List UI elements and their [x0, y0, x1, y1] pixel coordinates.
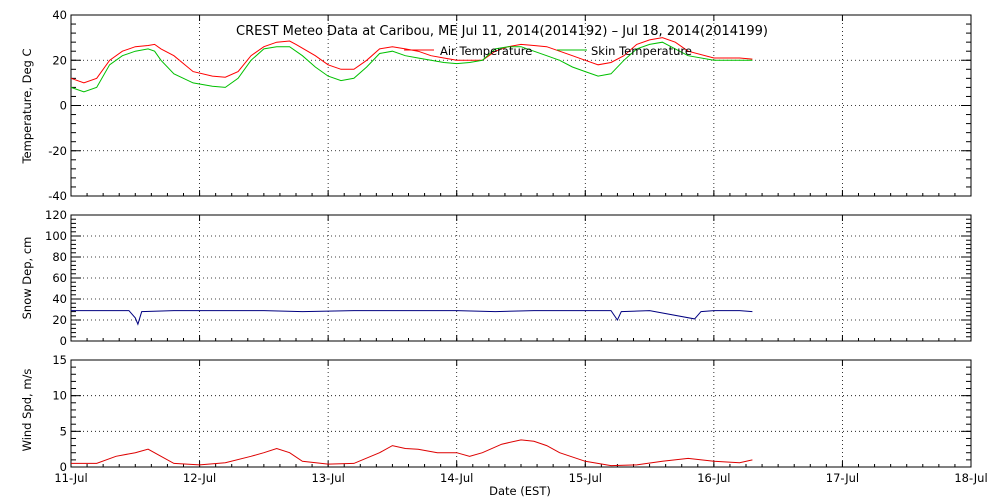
snow-series: [71, 310, 753, 326]
snow-ytick-label: 100: [45, 229, 67, 243]
snow-ytick-labels: 0 20 40 60 80 100 120: [45, 208, 67, 348]
xtick-label: 11-Jul: [54, 471, 87, 485]
snow-depth-panel: 0 20 40 60 80 100 120 Snow Dep, cm: [20, 208, 972, 348]
temperature-ylabel: Temperature, Deg C: [20, 48, 34, 164]
temperature-ytick-label: 20: [52, 53, 67, 67]
wind-ytick-label: 0: [60, 460, 67, 474]
snow-grid: [71, 215, 971, 341]
date-xlabel: Date (EST): [489, 484, 551, 498]
legend-skin-temperature: Skin Temperature: [591, 44, 692, 58]
temperature-ytick-label: 40: [52, 8, 67, 22]
temperature-ytick-label: -40: [48, 189, 67, 203]
wind-ytick-label: 5: [60, 424, 67, 438]
xtick-label: 15-Jul: [569, 471, 602, 485]
temperature-grid: [71, 15, 971, 196]
xtick-label: 16-Jul: [697, 471, 730, 485]
temperature-ticks: [70, 14, 972, 197]
xtick-label: 14-Jul: [440, 471, 473, 485]
wind-speed-panel: 0 5 10 15 11-Jul 12-Jul 13-Jul 14-Jul 15-Jul 16-…: [20, 353, 988, 498]
wind-ytick-label: 10: [52, 389, 67, 403]
xtick-label: 18-Jul: [954, 471, 987, 485]
snow-ytick-label: 80: [52, 250, 67, 264]
wind-ytick-label: 15: [52, 353, 67, 367]
wind-ytick-labels: 0 5 10 15: [52, 353, 67, 474]
temperature-ytick-labels: -40 -20 0 20 40: [48, 8, 67, 203]
wind-series: [71, 439, 753, 467]
snow-ytick-label: 20: [52, 313, 67, 327]
date-xtick-labels: 11-Jul 12-Jul 13-Jul 14-Jul 15-Jul 16-Jul 17-J…: [54, 471, 987, 485]
snow-series-0-line: [71, 310, 753, 326]
wind-ticks: [70, 359, 972, 468]
temperature-series-air-temperature-line: [70, 37, 753, 84]
snow-ticks: [70, 214, 972, 342]
snow-ytick-label: 120: [45, 208, 67, 222]
wind-ylabel: Wind Spd, m/s: [20, 369, 34, 452]
wind-plot-frame: [70, 359, 972, 468]
chart-title: CREST Meteo Data at Caribou, ME Jul 11, …: [236, 24, 768, 39]
temperature-ytick-label: 0: [60, 99, 67, 113]
temperature-legend: Air Temperature Skin Temperature: [404, 44, 692, 58]
xtick-label: 13-Jul: [311, 471, 344, 485]
temperature-series-skin-temperature-line: [70, 41, 753, 93]
snow-ylabel: Snow Dep, cm: [20, 237, 34, 320]
wind-series-0-line: [71, 439, 753, 467]
xtick-label: 17-Jul: [826, 471, 859, 485]
temperature-panel: -40 -20 0 20 40 Temperature, Deg C CREST Met…: [20, 8, 972, 203]
snow-ytick-label: 40: [52, 292, 67, 306]
temperature-series: [70, 37, 753, 93]
snow-ytick-label: 0: [60, 334, 67, 348]
wind-grid: [71, 360, 971, 467]
temperature-ytick-label: -20: [48, 144, 67, 158]
xtick-label: 12-Jul: [183, 471, 216, 485]
legend-air-temperature: Air Temperature: [440, 44, 532, 58]
snow-ytick-label: 60: [52, 271, 67, 285]
